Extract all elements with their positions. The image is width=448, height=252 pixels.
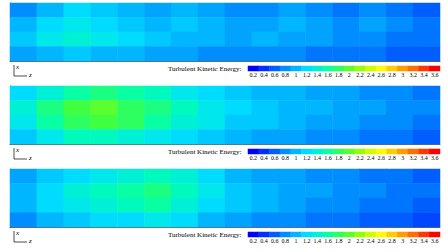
svg-text:2.8: 2.8 bbox=[388, 72, 396, 78]
svg-text:0.2: 0.2 bbox=[250, 72, 258, 78]
svg-text:3.6: 3.6 bbox=[431, 72, 439, 78]
svg-text:1.2: 1.2 bbox=[303, 72, 311, 78]
svg-text:1.6: 1.6 bbox=[324, 155, 332, 161]
svg-text:0.4: 0.4 bbox=[260, 155, 268, 161]
svg-text:3.6: 3.6 bbox=[431, 238, 439, 244]
svg-text:2.2: 2.2 bbox=[356, 72, 364, 78]
svg-text:2.2: 2.2 bbox=[356, 238, 364, 244]
svg-text:3.2: 3.2 bbox=[410, 72, 418, 78]
svg-text:1: 1 bbox=[295, 238, 298, 244]
svg-text:0.6: 0.6 bbox=[271, 238, 279, 244]
svg-text:2: 2 bbox=[348, 238, 351, 244]
svg-text:3.6: 3.6 bbox=[431, 155, 439, 161]
svg-text:z: z bbox=[28, 71, 32, 79]
svg-text:3: 3 bbox=[401, 238, 404, 244]
svg-text:1.4: 1.4 bbox=[314, 155, 322, 161]
svg-text:2.4: 2.4 bbox=[367, 238, 375, 244]
svg-text:x: x bbox=[15, 63, 20, 71]
svg-text:0.8: 0.8 bbox=[282, 72, 290, 78]
svg-text:x: x bbox=[15, 229, 20, 237]
svg-text:0.2: 0.2 bbox=[250, 155, 258, 161]
svg-text:0.8: 0.8 bbox=[282, 238, 290, 244]
svg-text:Turbulent Kinetic Energy:: Turbulent Kinetic Energy: bbox=[168, 65, 242, 73]
svg-text:2.6: 2.6 bbox=[378, 72, 386, 78]
svg-text:2: 2 bbox=[348, 155, 351, 161]
svg-text:2.8: 2.8 bbox=[388, 238, 396, 244]
svg-text:1.8: 1.8 bbox=[335, 155, 343, 161]
svg-text:0.4: 0.4 bbox=[260, 72, 268, 78]
svg-text:x: x bbox=[15, 146, 20, 154]
svg-text:2.6: 2.6 bbox=[378, 238, 386, 244]
svg-text:1.6: 1.6 bbox=[324, 72, 332, 78]
svg-text:3.4: 3.4 bbox=[420, 155, 428, 161]
svg-text:2.4: 2.4 bbox=[367, 155, 375, 161]
svg-text:2: 2 bbox=[348, 72, 351, 78]
svg-text:2.8: 2.8 bbox=[388, 155, 396, 161]
svg-text:1: 1 bbox=[295, 155, 298, 161]
svg-text:1.2: 1.2 bbox=[303, 238, 311, 244]
svg-text:3: 3 bbox=[401, 155, 404, 161]
svg-text:Turbulent Kinetic Energy:: Turbulent Kinetic Energy: bbox=[168, 231, 242, 239]
svg-text:0.4: 0.4 bbox=[260, 238, 268, 244]
svg-text:2.2: 2.2 bbox=[356, 155, 364, 161]
svg-text:z: z bbox=[28, 237, 32, 245]
svg-text:3.4: 3.4 bbox=[420, 238, 428, 244]
svg-text:3: 3 bbox=[401, 72, 404, 78]
svg-text:1.4: 1.4 bbox=[314, 238, 322, 244]
svg-text:0.8: 0.8 bbox=[282, 155, 290, 161]
svg-text:3.4: 3.4 bbox=[420, 72, 428, 78]
svg-text:1.4: 1.4 bbox=[314, 72, 322, 78]
svg-text:0.6: 0.6 bbox=[271, 155, 279, 161]
svg-text:0.6: 0.6 bbox=[271, 72, 279, 78]
svg-text:3.2: 3.2 bbox=[410, 155, 418, 161]
svg-text:Turbulent Kinetic Energy:: Turbulent Kinetic Energy: bbox=[168, 148, 242, 156]
svg-text:z: z bbox=[28, 154, 32, 162]
svg-text:1.2: 1.2 bbox=[303, 155, 311, 161]
svg-text:3.2: 3.2 bbox=[410, 238, 418, 244]
svg-text:1.6: 1.6 bbox=[324, 238, 332, 244]
svg-text:2.4: 2.4 bbox=[367, 72, 375, 78]
svg-text:1: 1 bbox=[295, 72, 298, 78]
svg-text:2.6: 2.6 bbox=[378, 155, 386, 161]
svg-text:1.8: 1.8 bbox=[335, 238, 343, 244]
svg-text:0.2: 0.2 bbox=[250, 238, 258, 244]
svg-text:1.8: 1.8 bbox=[335, 72, 343, 78]
